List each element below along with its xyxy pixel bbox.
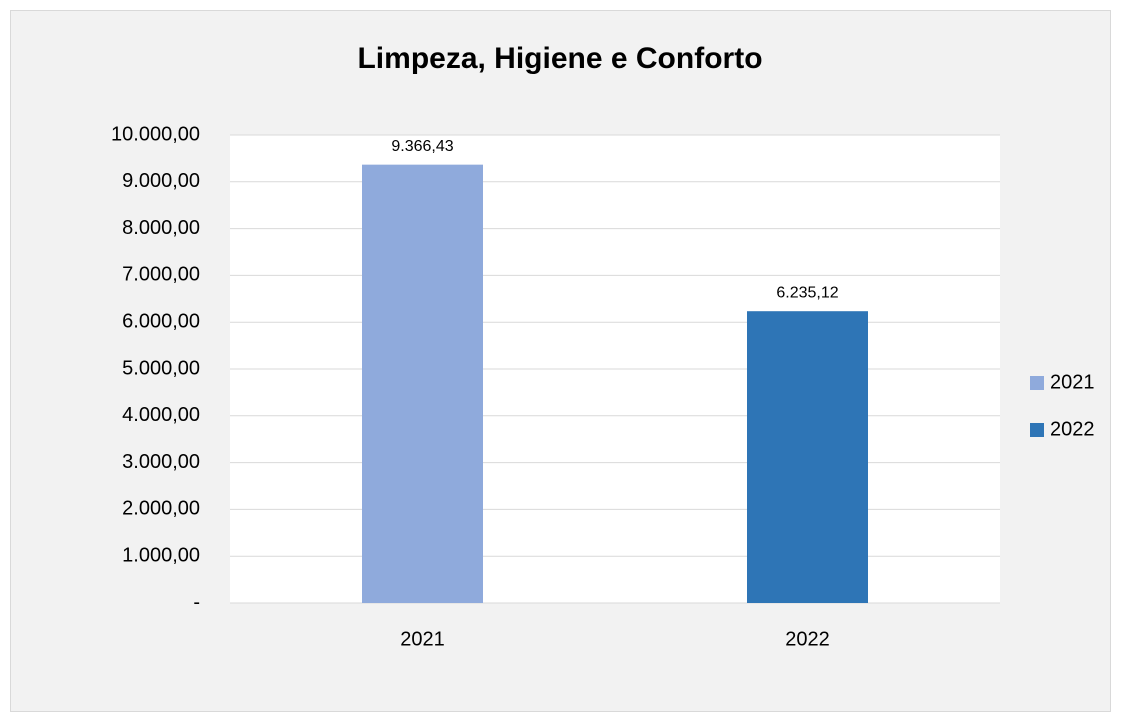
x-tick-label: 2022 [785,628,830,650]
y-tick-label: 7.000,00 [122,264,200,286]
legend-label: 2022 [1050,418,1095,440]
y-tick-label: 10.000,00 [111,123,200,145]
chart-title: Limpeza, Higiene e Conforto [357,42,762,75]
y-tick-label: 4.000,00 [122,404,200,426]
y-tick-label: 1.000,00 [122,544,200,566]
y-tick-label: 2.000,00 [122,498,200,520]
y-tick-label: 5.000,00 [122,357,200,379]
legend-label: 2021 [1050,371,1095,393]
y-tick-label: 6.000,00 [122,310,200,332]
legend-swatch [1030,423,1044,437]
y-tick-label: 3.000,00 [122,451,200,473]
data-label: 9.366,43 [391,138,453,155]
x-tick-label: 2021 [400,628,445,650]
y-tick-label: 8.000,00 [122,217,200,239]
data-label: 6.235,12 [776,284,838,301]
y-tick-label: 9.000,00 [122,170,200,192]
bar [362,164,483,604]
y-tick-label: - [193,591,200,613]
legend-swatch [1030,376,1044,390]
bar [747,311,868,603]
